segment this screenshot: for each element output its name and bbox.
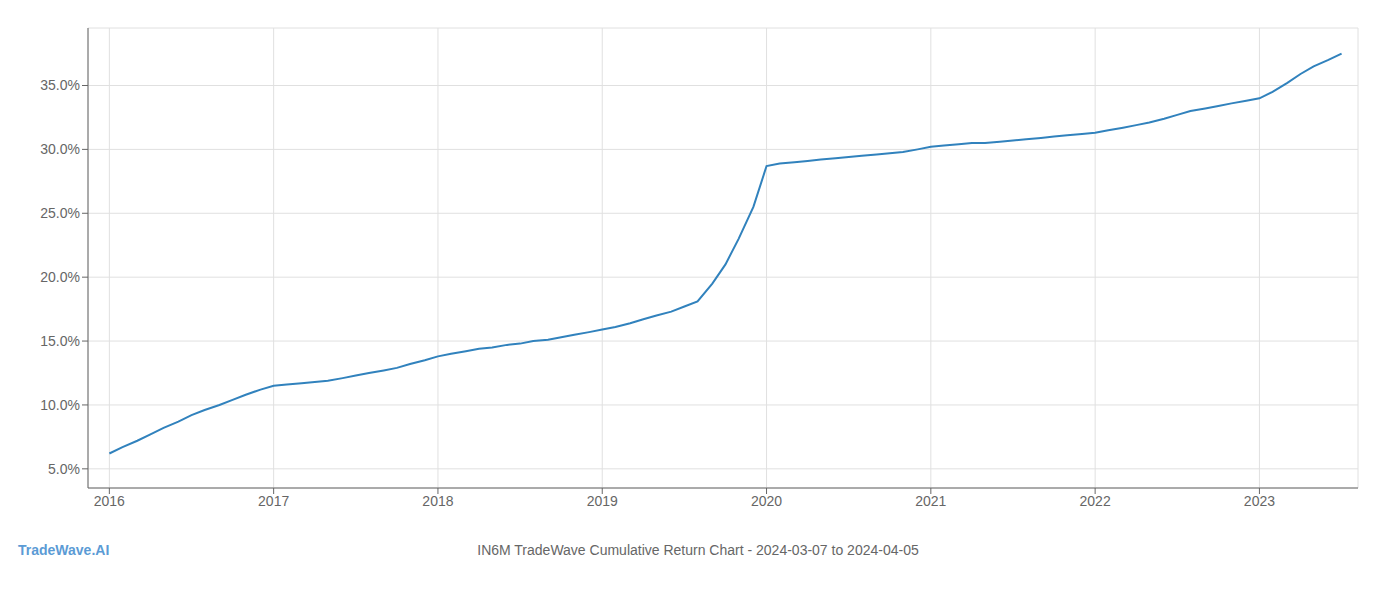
svg-text:2018: 2018 bbox=[422, 493, 453, 509]
svg-text:35.0%: 35.0% bbox=[40, 77, 80, 93]
svg-text:2020: 2020 bbox=[751, 493, 782, 509]
svg-text:15.0%: 15.0% bbox=[40, 333, 80, 349]
svg-text:20.0%: 20.0% bbox=[40, 269, 80, 285]
html-text:IN6M TradeWave Cumulative Retu: IN6M TradeWave Cumulative Return Chart -… bbox=[477, 542, 919, 558]
svg-text:5.0%: 5.0% bbox=[48, 461, 80, 477]
svg-text:2022: 2022 bbox=[1080, 493, 1111, 509]
svg-text:2023: 2023 bbox=[1244, 493, 1275, 509]
svg-text:2016: 2016 bbox=[94, 493, 125, 509]
svg-text:25.0%: 25.0% bbox=[40, 205, 80, 221]
svg-text:10.0%: 10.0% bbox=[40, 397, 80, 413]
html-text:TradeWave.AI: TradeWave.AI bbox=[18, 542, 110, 558]
svg-text:2021: 2021 bbox=[915, 493, 946, 509]
svg-text:2019: 2019 bbox=[587, 493, 618, 509]
svg-text:30.0%: 30.0% bbox=[40, 141, 80, 157]
svg-text:2017: 2017 bbox=[258, 493, 289, 509]
